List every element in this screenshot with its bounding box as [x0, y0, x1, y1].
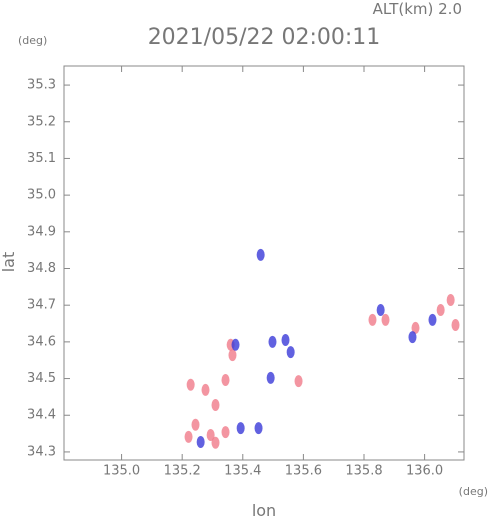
x-tick-label: 135.8 — [345, 464, 382, 479]
data-point — [428, 313, 437, 326]
x-tick-label: 135.2 — [164, 464, 201, 479]
y-tick-label: 34.6 — [27, 334, 56, 349]
data-point — [196, 436, 205, 449]
data-point — [201, 383, 210, 396]
y-label: lat — [0, 252, 18, 273]
x-tick-label: 135.4 — [224, 464, 261, 479]
data-point — [221, 426, 230, 439]
y-tick-label: 34.4 — [27, 408, 56, 423]
x-unit: (deg) — [459, 485, 488, 498]
x-label: lon — [252, 501, 276, 520]
data-point — [411, 321, 420, 334]
data-point — [231, 338, 240, 351]
data-point — [368, 313, 377, 326]
data-point — [376, 303, 385, 316]
data-point — [408, 331, 417, 344]
data-point — [268, 335, 277, 348]
data-point — [211, 398, 220, 411]
data-point — [184, 430, 193, 443]
plot-frame — [63, 65, 465, 461]
data-point — [381, 313, 390, 326]
y-tick-label: 35.0 — [27, 188, 56, 203]
data-point — [286, 346, 295, 359]
y-tick-label: 35.1 — [27, 151, 56, 166]
y-tick-label: 35.2 — [27, 114, 56, 129]
chart-title: 2021/05/22 02:00:11 — [148, 25, 381, 50]
y-tick-label: 34.7 — [27, 298, 56, 313]
data-point — [451, 318, 460, 331]
data-point — [228, 349, 237, 362]
data-point — [236, 422, 245, 435]
y-tick-label: 34.3 — [27, 444, 56, 459]
data-point — [281, 334, 290, 347]
data-point — [294, 375, 303, 388]
y-tick-label: 35.3 — [27, 78, 56, 93]
data-point — [221, 374, 230, 387]
x-tick-label: 135.0 — [103, 464, 140, 479]
data-point — [256, 248, 265, 261]
data-point — [266, 371, 275, 384]
data-point — [254, 422, 263, 435]
y-unit: (deg) — [18, 34, 47, 47]
y-tick-label: 34.8 — [27, 261, 56, 276]
data-point — [186, 378, 195, 391]
data-point — [211, 436, 220, 449]
data-point — [436, 303, 445, 316]
x-tick-label: 136.0 — [406, 464, 443, 479]
data-point — [446, 294, 455, 307]
x-tick-label: 135.6 — [285, 464, 322, 479]
y-tick-label: 34.5 — [27, 371, 56, 386]
y-tick-label: 34.9 — [27, 224, 56, 239]
data-point — [191, 418, 200, 431]
data-point — [206, 429, 215, 442]
annotation: ALT(km) 2.0 — [373, 0, 462, 18]
